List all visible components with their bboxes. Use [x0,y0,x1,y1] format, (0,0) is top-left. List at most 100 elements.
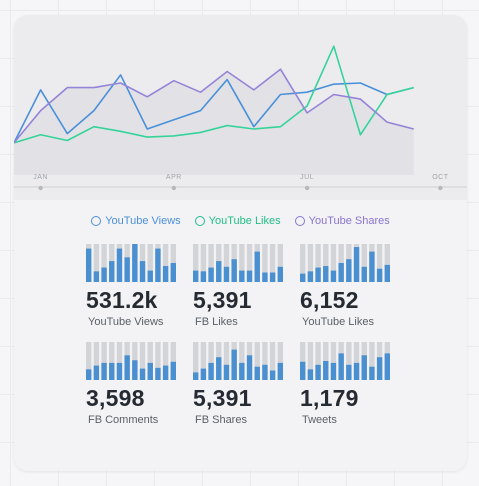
bar [346,364,352,380]
bar [124,355,130,380]
bar [330,270,337,282]
bar [369,366,375,380]
line-chart: JAN APR JUL OCT [14,15,467,200]
series-line-1 [14,45,414,144]
bar [323,361,329,380]
bar [239,362,245,380]
bar [338,263,344,282]
bar-track [223,342,230,380]
bar [200,368,207,380]
stat-tile-youtube-views: 531.2k YouTube Views [86,244,176,336]
bar-track [208,342,214,380]
x-tick-dot [304,185,310,191]
bar-track [101,244,107,282]
bar-track [361,244,367,282]
bar-track [315,244,321,282]
stat-label: FB Comments [88,414,159,426]
bar-track [162,342,169,380]
bar-track [369,342,375,380]
legend-item-youtube-views[interactable]: YouTube Views [91,215,181,227]
bar [361,355,367,380]
stat-label: Tweets [302,414,337,426]
bar [86,248,92,282]
bar [323,266,329,282]
line-chart-svg: JAN APR JUL OCT [14,45,467,191]
stat-tile-youtube-likes: 6,152 YouTube Likes [300,244,390,336]
bar [223,266,230,282]
bar [353,362,360,380]
bar [231,259,237,282]
bar-track [384,244,390,282]
bar [216,357,222,380]
bar [139,368,146,380]
bar-track [307,244,314,282]
bar [162,266,169,282]
bar [93,271,100,282]
x-tick-label: OCT [432,174,449,181]
bar [132,244,138,282]
bar-track [162,244,169,282]
bar [101,362,107,380]
bar [193,372,199,380]
bar [162,365,169,380]
bar [216,261,222,282]
stat-label: FB Shares [195,414,247,426]
bar [376,268,383,282]
bar [277,266,283,282]
legend-circle-icon [194,216,205,226]
bar-track [93,244,100,282]
sparkbar-chart [86,342,176,380]
stat-tiles: 531.2k YouTube Views 5,391 FB Likes 6,15… [86,244,406,434]
bar-track [300,244,306,282]
bar-track [239,342,245,380]
x-tick-label: JAN [33,174,48,181]
legend-circle-icon [91,216,102,226]
bar [170,361,176,380]
bar [384,353,390,380]
bar-track [300,342,306,380]
bar-track [246,244,253,282]
bar-track [109,342,115,380]
bar [139,261,146,282]
bar [254,366,260,380]
bar-track [116,342,123,380]
stat-tile-fb-likes: 5,391 FB Likes [193,244,283,336]
bar [208,267,214,282]
bar [155,367,161,380]
area-fill [14,69,414,175]
legend-label: YouTube Views [105,215,181,227]
stat-label: YouTube Views [88,316,164,328]
legend-item-youtube-likes[interactable]: YouTube Likes [194,215,281,227]
stat-value: 5,391 [193,385,252,411]
bar-track [147,244,153,282]
bar-track [170,342,176,380]
bar [254,251,260,282]
x-tick-dot [38,185,43,191]
bar [300,273,306,282]
bar-track [269,244,276,282]
bar [231,349,237,380]
bar [269,272,276,282]
legend-label: YouTube Shares [308,215,390,227]
sparkbar-chart [300,342,390,380]
bar [109,261,115,282]
stat-value: 3,598 [86,385,145,411]
stat-value: 1,179 [300,385,359,411]
sparkbar-chart [86,244,176,282]
stat-value: 531.2k [86,287,158,313]
bar [369,251,375,282]
stat-value: 6,152 [300,287,359,313]
bar-track [208,244,214,282]
bar [86,369,92,380]
bar [170,263,176,282]
dashboard-card: JAN APR JUL OCT YouTube Views YouTube Likes… [14,15,467,471]
bar-track [93,342,100,380]
stat-tile-tweets: 1,179 Tweets [300,342,390,434]
bar-track [277,342,283,380]
bar [223,364,230,380]
bar [101,267,107,282]
bar [239,270,245,282]
series-line-2 [14,68,414,144]
stat-value: 5,391 [193,287,252,313]
legend-item-youtube-shares[interactable]: YouTube Shares [294,215,390,227]
